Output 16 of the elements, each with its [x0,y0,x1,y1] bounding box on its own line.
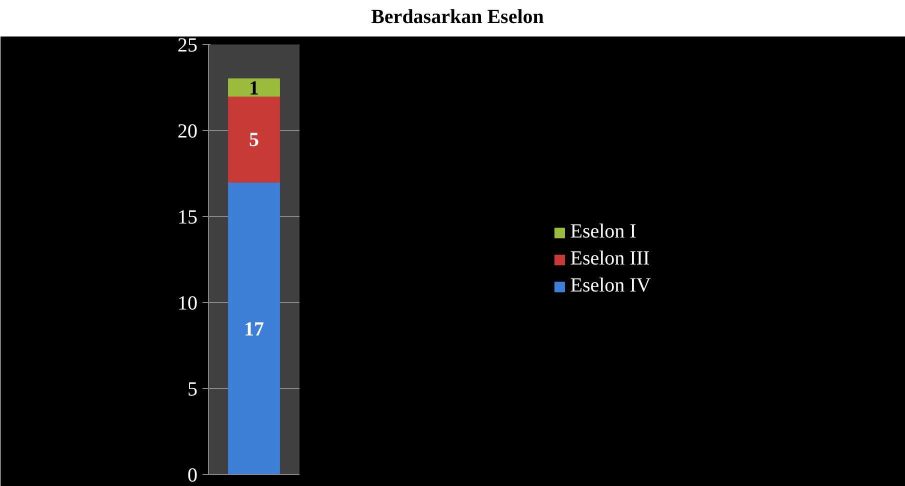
y-tick-label: 25 [178,34,198,56]
y-tick-label: 10 [178,292,198,314]
y-tick-label: 15 [178,206,198,228]
data-label: 1 [249,78,259,100]
bar [228,78,280,97]
text: Berdasarkan Eselon [371,5,544,29]
y-tick-label: 20 [178,120,198,142]
bar [228,96,280,183]
legend-label: Eselon IV [570,274,651,298]
legend-label: Eselon III [570,248,650,270]
y-tick-label: 5 [188,378,198,400]
data-label: 5 [249,129,259,152]
legend-label: Eselon I [570,220,636,244]
bar [228,182,280,474]
data-label: 17 [244,318,264,340]
y-tick-label: 0 [188,464,198,486]
